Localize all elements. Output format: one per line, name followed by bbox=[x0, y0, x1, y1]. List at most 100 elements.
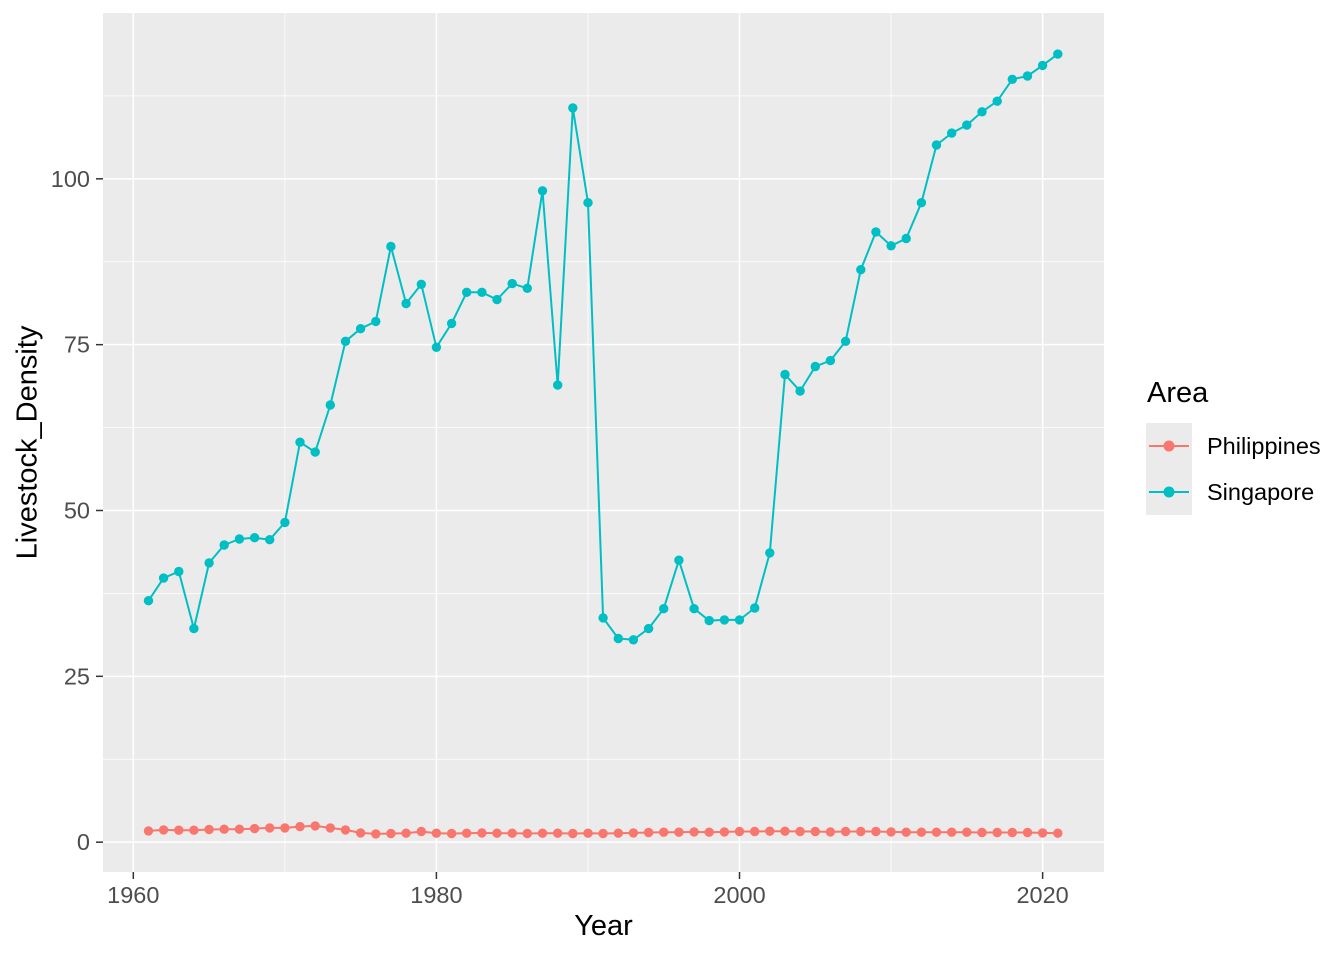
data-point-singapore bbox=[295, 437, 305, 447]
data-point-philippines bbox=[310, 821, 320, 831]
y-tick-label: 50 bbox=[64, 497, 90, 523]
data-point-philippines bbox=[765, 826, 775, 836]
data-point-philippines bbox=[416, 826, 426, 837]
data-point-philippines bbox=[507, 828, 517, 838]
data-point-singapore bbox=[492, 294, 502, 305]
data-point-philippines bbox=[780, 826, 790, 836]
legend-key-point bbox=[1163, 486, 1175, 498]
data-point-singapore bbox=[522, 283, 532, 293]
data-point-philippines bbox=[795, 826, 805, 837]
data-point-singapore bbox=[158, 573, 169, 583]
data-point-philippines bbox=[568, 828, 578, 839]
data-point-singapore bbox=[174, 566, 184, 577]
data-point-singapore bbox=[886, 241, 896, 251]
data-point-philippines bbox=[355, 828, 366, 838]
data-point-philippines bbox=[628, 828, 639, 838]
data-point-philippines bbox=[719, 827, 730, 837]
data-point-philippines bbox=[204, 824, 214, 835]
y-tick-label: 100 bbox=[51, 166, 90, 192]
data-point-singapore bbox=[643, 623, 654, 634]
data-point-philippines bbox=[962, 827, 972, 837]
data-point-singapore bbox=[446, 318, 457, 329]
legend-entry-singapore: Singapore bbox=[1146, 469, 1321, 515]
data-point-singapore bbox=[931, 140, 942, 150]
data-point-philippines bbox=[537, 828, 548, 838]
legend-title: Area bbox=[1147, 377, 1209, 409]
data-point-philippines bbox=[189, 825, 199, 835]
data-point-singapore bbox=[901, 233, 911, 244]
data-point-philippines bbox=[901, 827, 911, 837]
data-point-philippines bbox=[522, 828, 532, 839]
data-point-singapore bbox=[977, 107, 987, 117]
data-point-singapore bbox=[795, 386, 805, 396]
data-point-singapore bbox=[416, 279, 426, 289]
data-point-singapore bbox=[765, 548, 775, 558]
data-point-singapore bbox=[704, 615, 714, 626]
data-point-philippines bbox=[916, 827, 927, 837]
data-point-philippines bbox=[340, 825, 351, 835]
panel-background bbox=[103, 13, 1104, 872]
legend: Area Philippines Singapore bbox=[1146, 377, 1321, 515]
data-point-singapore bbox=[916, 198, 927, 208]
data-point-singapore bbox=[265, 535, 275, 545]
data-point-singapore bbox=[371, 316, 381, 327]
data-point-philippines bbox=[1007, 827, 1017, 838]
data-point-philippines bbox=[234, 824, 245, 834]
y-tick-label: 0 bbox=[77, 829, 90, 855]
data-point-singapore bbox=[598, 613, 608, 623]
data-point-singapore bbox=[1007, 74, 1017, 85]
data-point-singapore bbox=[340, 336, 351, 346]
data-point-philippines bbox=[734, 826, 745, 837]
x-tick-label: 2000 bbox=[713, 882, 765, 908]
data-point-singapore bbox=[234, 534, 245, 544]
data-point-singapore bbox=[310, 447, 320, 457]
x-tick-label: 2020 bbox=[1016, 882, 1068, 908]
x-axis-title: Year bbox=[574, 910, 633, 942]
legend-key-label: Philippines bbox=[1207, 432, 1321, 459]
data-point-singapore bbox=[871, 227, 881, 237]
data-point-philippines bbox=[219, 824, 229, 834]
data-point-philippines bbox=[810, 826, 820, 837]
data-point-philippines bbox=[825, 827, 836, 837]
data-point-singapore bbox=[613, 633, 623, 644]
data-point-singapore bbox=[674, 555, 684, 565]
data-point-singapore bbox=[780, 369, 790, 380]
data-point-singapore bbox=[689, 604, 699, 614]
data-point-singapore bbox=[810, 361, 820, 372]
data-point-singapore bbox=[750, 603, 760, 613]
data-point-singapore bbox=[189, 623, 199, 634]
data-point-singapore bbox=[431, 342, 442, 352]
x-tick-label: 1980 bbox=[410, 882, 462, 908]
data-point-singapore bbox=[401, 298, 411, 309]
data-point-singapore bbox=[992, 96, 1002, 106]
data-point-singapore bbox=[962, 120, 972, 130]
data-point-singapore bbox=[947, 128, 957, 138]
data-point-singapore bbox=[386, 241, 396, 252]
data-point-philippines bbox=[295, 821, 305, 832]
data-point-philippines bbox=[462, 828, 472, 838]
data-point-philippines bbox=[143, 826, 154, 836]
legend-key-swatch bbox=[1146, 423, 1192, 469]
data-point-philippines bbox=[992, 827, 1002, 838]
data-point-philippines bbox=[371, 829, 381, 839]
data-point-philippines bbox=[265, 823, 275, 833]
data-point-philippines bbox=[947, 827, 957, 837]
data-point-singapore bbox=[355, 324, 366, 334]
data-point-singapore bbox=[462, 287, 472, 297]
y-axis-title: Livestock_Density bbox=[11, 325, 44, 560]
data-point-singapore bbox=[280, 517, 290, 528]
data-point-philippines bbox=[856, 826, 866, 837]
data-point-singapore bbox=[325, 400, 335, 410]
data-point-philippines bbox=[931, 827, 942, 837]
data-point-singapore bbox=[537, 186, 548, 196]
data-point-singapore bbox=[856, 265, 866, 275]
data-point-philippines bbox=[401, 828, 411, 838]
legend-entries: Philippines Singapore bbox=[1146, 423, 1321, 515]
data-point-philippines bbox=[750, 826, 760, 837]
data-point-singapore bbox=[507, 278, 517, 289]
data-point-philippines bbox=[613, 828, 623, 838]
data-point-philippines bbox=[431, 828, 442, 838]
data-point-philippines bbox=[249, 823, 260, 834]
